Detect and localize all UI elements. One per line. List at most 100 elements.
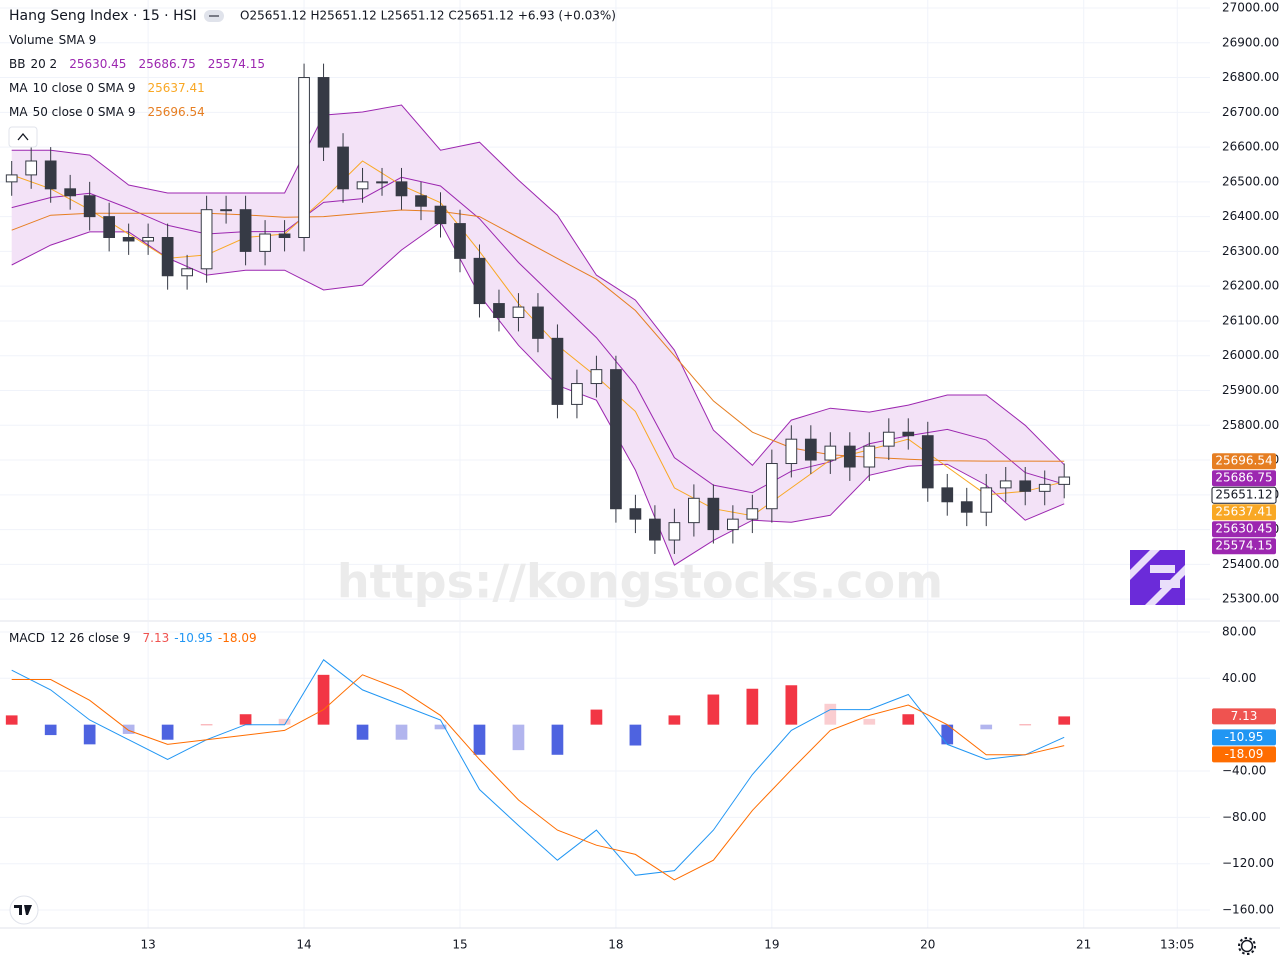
- histogram-bar: [863, 718, 876, 725]
- histogram-bar: [707, 694, 720, 725]
- legend-params: 10 close 0 SMA 9: [33, 81, 136, 95]
- y-tick-label: 26900.00: [1222, 35, 1279, 49]
- price-badge-label: 25630.45: [1215, 522, 1272, 536]
- histogram-bar: [83, 724, 96, 745]
- histogram-bar: [200, 724, 213, 726]
- candle-body: [980, 487, 993, 513]
- candle-body: [921, 435, 934, 489]
- candle-body: [668, 522, 681, 541]
- candle-body: [804, 438, 817, 461]
- tv-logo-mark: [14, 905, 32, 915]
- candle-body: [571, 383, 583, 405]
- histogram-bar: [668, 715, 681, 725]
- y-tick-label: 25400.00: [1222, 557, 1279, 571]
- y-tick-label: −80.00: [1222, 810, 1266, 824]
- candle-body: [1019, 480, 1032, 492]
- histogram-bar: [278, 718, 291, 725]
- price-badge: [1212, 708, 1276, 725]
- legend-params: 20 2: [30, 57, 57, 71]
- candle-body: [220, 209, 232, 212]
- legend-value: 25637.41: [147, 81, 204, 95]
- histogram-bar: [590, 709, 603, 725]
- y-tick-label: 26100.00: [1222, 313, 1279, 327]
- x-tick-label: 20: [920, 938, 935, 952]
- legend-value: 25696.54: [147, 105, 204, 119]
- candle-body: [649, 518, 661, 541]
- candle-body: [532, 306, 544, 339]
- candle-body: [83, 195, 96, 218]
- histogram-bar: [395, 724, 408, 740]
- price-badge: [1212, 504, 1276, 521]
- legend-value: 25574.15: [208, 57, 265, 71]
- candle-body: [863, 445, 876, 468]
- y-tick-label: 27000.00: [1222, 0, 1279, 14]
- candle-body: [902, 431, 915, 437]
- candle-body: [356, 181, 369, 190]
- histogram-bar: [1019, 724, 1032, 726]
- legend-item: MACD 12 26 close 9 7.13 -10.95 -18.09: [9, 631, 257, 645]
- histogram-bar: [746, 688, 759, 725]
- candle-body: [415, 195, 427, 207]
- price-badge-label: 25696.54: [1215, 454, 1272, 468]
- price-badge: [1212, 729, 1276, 746]
- legend-value: 25686.75: [138, 57, 195, 71]
- collapse-button[interactable]: [8, 126, 38, 148]
- y-tick-label: 80.00: [1222, 624, 1256, 638]
- candle-body: [181, 268, 193, 277]
- price-badge-label: -18.09: [1225, 747, 1264, 761]
- y-tick-label: −160.00: [1222, 903, 1274, 917]
- settings-icon[interactable]: [1238, 937, 1256, 955]
- price-badge: [1211, 486, 1277, 504]
- histogram-bar: [1058, 716, 1071, 725]
- y-tick-label: 26800.00: [1222, 70, 1279, 84]
- candle-body: [824, 445, 837, 461]
- candle-body: [434, 205, 447, 225]
- legend-item: BB 20 2 25630.45 25686.75 25574.15: [9, 57, 265, 71]
- y-tick-label: 26400.00: [1222, 209, 1279, 223]
- candle-body: [999, 480, 1012, 489]
- price-badge: [1212, 746, 1276, 763]
- histogram-bar: [473, 724, 486, 755]
- histogram-bar: [434, 724, 447, 730]
- legend-name: MA: [9, 81, 28, 95]
- candle-body: [765, 463, 778, 510]
- y-tick-label: 25900.00: [1222, 383, 1279, 397]
- legend-item: Volume SMA 9: [9, 33, 96, 47]
- histogram-bar: [980, 724, 993, 730]
- price-badge: [1212, 453, 1276, 470]
- x-tick-label: 13: [140, 938, 155, 952]
- candle-body: [707, 497, 720, 531]
- tv-logo-circle[interactable]: [9, 895, 39, 925]
- candle-body: [64, 188, 77, 197]
- candle-body: [239, 209, 252, 252]
- legend-value: -18.09: [218, 631, 257, 645]
- candle-body: [1038, 483, 1051, 492]
- histogram-bar: [239, 714, 252, 725]
- x-tick-label: 21: [1076, 938, 1091, 952]
- candle-body: [512, 306, 525, 318]
- candle-body: [259, 233, 271, 252]
- candle-body: [5, 174, 18, 183]
- candle-body: [298, 77, 310, 238]
- indicator-line: [11, 659, 1065, 876]
- price-badge-label: 7.13: [1231, 709, 1258, 723]
- candle-body: [551, 337, 564, 405]
- price-badge-label: -10.95: [1225, 730, 1264, 744]
- candle-body: [473, 257, 486, 305]
- legend-params: 12 26 close 9: [50, 631, 131, 645]
- gear-teeth: [1238, 937, 1256, 955]
- x-tick-label: 18: [608, 938, 623, 952]
- tv-logo: [9, 895, 39, 925]
- candle-body: [727, 518, 739, 531]
- collapse-icon: [17, 132, 29, 141]
- y-tick-label: 25300.00: [1222, 592, 1279, 606]
- y-tick-label: 26000.00: [1222, 348, 1279, 362]
- candle-body: [610, 369, 622, 510]
- price-badge-label: 25686.75: [1215, 471, 1272, 485]
- x-tick-label: 14: [296, 938, 311, 952]
- candle-body: [1058, 476, 1071, 485]
- candle-body: [337, 146, 349, 190]
- price-badge-label: 25651.12: [1215, 488, 1272, 502]
- candle-body: [941, 487, 954, 503]
